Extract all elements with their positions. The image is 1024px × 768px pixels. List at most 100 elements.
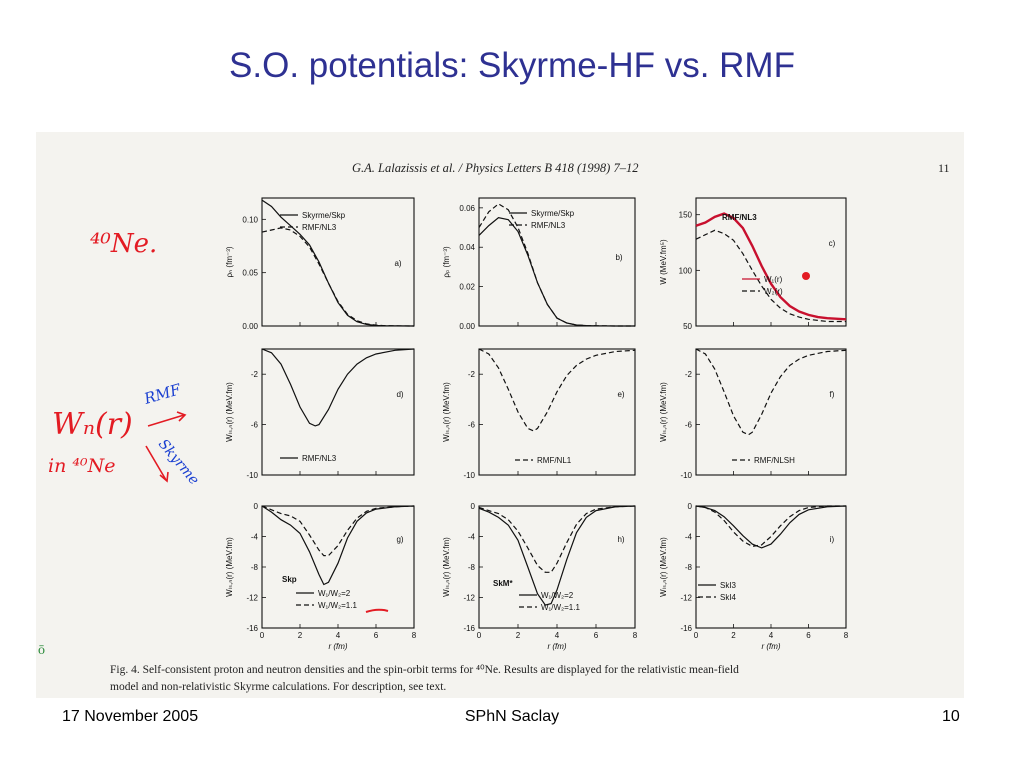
panel-a: 0.00 0.05 0.10 ρₙ (fm⁻³) a) Skyrme/Skp RMF/NL3 xyxy=(225,197,415,331)
panel-label: a) xyxy=(394,259,401,268)
legend-entry: W₁/W₂=2 xyxy=(318,589,351,598)
panel-label: f) xyxy=(830,390,835,399)
x-tick-label: 8 xyxy=(412,631,417,640)
y-tick-label: -10 xyxy=(680,471,692,480)
legend-entry: SkI4 xyxy=(720,593,737,602)
handwritten-nucleus: ⁴⁰Ne. xyxy=(90,229,157,259)
series-line xyxy=(695,505,846,548)
series-line xyxy=(261,227,415,327)
series-line xyxy=(695,229,846,323)
panel-e: -10 -6 -2 Wₗₛ,ₙ(r) (MeV.fm) e) RMF/NL1 xyxy=(442,348,636,480)
y-tick-label: 100 xyxy=(679,266,693,275)
series-line xyxy=(261,505,415,557)
panel-label: g) xyxy=(396,535,403,544)
legend-entry: Skyrme/Skp xyxy=(531,209,575,218)
x-tick-label: 8 xyxy=(844,631,849,640)
y-axis-label: Wₗₛ,ₙ(r) (MeV.fm) xyxy=(442,537,451,597)
y-tick-label: -4 xyxy=(251,533,259,542)
slide-title: S.O. potentials: Skyrme-HF vs. RMF xyxy=(229,46,795,85)
y-tick-label: 0.04 xyxy=(459,243,475,252)
series-line xyxy=(478,505,636,573)
y-tick-label: -8 xyxy=(685,563,693,572)
panel-f: -10 -6 -2 Wₗₛ,ₙ(r) (MeV.fm) f) RMF/NLSH xyxy=(659,348,847,480)
skyrme-arrow xyxy=(145,445,167,481)
x-tick-label: 6 xyxy=(594,631,599,640)
inset-title: SkM* xyxy=(493,579,513,588)
panel-c: 50 100 150 W (MeV.fm⁵) c) RMF/NL3 W₁(r) W₂(r) xyxy=(659,197,847,331)
legend-entry: W₁(r) xyxy=(764,275,783,284)
y-tick-label: -16 xyxy=(680,624,692,633)
handwritten-dot xyxy=(802,272,810,280)
x-tick-label: 0 xyxy=(694,631,699,640)
y-tick-label: -16 xyxy=(246,624,258,633)
scanned-figure: G.A. Lalazissis et al. / Physics Letters… xyxy=(36,132,964,698)
y-axis-label: Wₗₛ,ₙ(r) (MeV.fm) xyxy=(442,382,451,442)
panel-label: e) xyxy=(617,390,624,399)
figure-caption-line1: Fig. 4. Self-consistent proton and neutr… xyxy=(110,664,739,676)
y-axis-label: ρₚ (fm⁻³) xyxy=(442,246,451,278)
y-tick-label: 0 xyxy=(471,502,476,511)
x-tick-label: 8 xyxy=(633,631,638,640)
inset-title: RMF/NL3 xyxy=(722,213,757,222)
legend-entry: RMF/NL3 xyxy=(531,221,566,230)
y-tick-label: 0.05 xyxy=(242,269,258,278)
series-line xyxy=(478,203,635,327)
figure-panels: 0.00 0.05 0.10 ρₙ (fm⁻³) a) Skyrme/Skp RMF/NL3… xyxy=(225,197,849,651)
panel-frame xyxy=(695,197,847,327)
panel-label: c) xyxy=(829,239,836,248)
y-tick-label: -10 xyxy=(246,471,258,480)
x-tick-label: 0 xyxy=(260,631,265,640)
footer-page-number: 10 xyxy=(942,708,960,725)
panel-frame xyxy=(695,505,847,629)
panel-label: b) xyxy=(615,253,622,262)
panel-label: i) xyxy=(830,535,835,544)
y-tick-label: 50 xyxy=(683,322,692,331)
y-tick-label: -4 xyxy=(468,533,476,542)
panel-label: h) xyxy=(617,535,624,544)
panel-h: -16 -12 -8 -4 0 0 2 4 6 8 r (fm) Wₗₛ,ₙ(r) (MeV.fm) h… xyxy=(442,502,638,651)
legend-entry: RMF/NL3 xyxy=(302,454,337,463)
inset-title: Skp xyxy=(282,575,297,584)
y-tick-label: 0.02 xyxy=(459,283,475,292)
x-tick-label: 4 xyxy=(555,631,560,640)
x-tick-label: 2 xyxy=(516,631,521,640)
series-line xyxy=(261,348,415,427)
panel-frame xyxy=(261,348,415,476)
y-tick-label: 0.00 xyxy=(459,322,475,331)
x-axis-label: r (fm) xyxy=(547,642,566,651)
x-tick-label: 4 xyxy=(336,631,341,640)
handwritten-skyrme: Skyrme xyxy=(155,436,202,488)
series-line xyxy=(478,505,636,606)
figure-svg: G.A. Lalazissis et al. / Physics Letters… xyxy=(38,161,950,693)
legend-entry: W₁/W₂=1.1 xyxy=(541,603,580,612)
skyrme-arrow-head xyxy=(159,471,169,483)
rmf-arrow-head xyxy=(176,411,187,422)
panel-i: -16 -12 -8 -4 0 0 2 4 6 8 r (fm) Wₗₛ,ₙ(r) (MeV.fm) i… xyxy=(659,502,849,651)
paper-page-number: 11 xyxy=(938,161,950,175)
legend-entry: RMF/NL1 xyxy=(537,456,572,465)
handwritten-in-ne: in ⁴⁰Ne xyxy=(48,455,115,477)
y-tick-label: -12 xyxy=(680,594,692,603)
footer-venue: SPhN Saclay xyxy=(464,708,560,725)
series-line xyxy=(695,212,847,321)
legend-entry: W₂(r) xyxy=(764,287,783,296)
legend-entry: W₁/W₂=1.1 xyxy=(318,601,357,610)
y-tick-label: -2 xyxy=(685,370,693,379)
legend-entry: RMF/NL3 xyxy=(302,223,337,232)
legend-entry: W₁/W₂=2 xyxy=(541,591,574,600)
y-tick-label: -2 xyxy=(251,370,259,379)
paper-header: G.A. Lalazissis et al. / Physics Letters… xyxy=(352,161,638,175)
series-line xyxy=(695,505,847,549)
legend-entry: SkI3 xyxy=(720,581,737,590)
y-tick-label: 150 xyxy=(679,211,693,220)
y-tick-label: -12 xyxy=(463,594,475,603)
x-axis-label: r (fm) xyxy=(328,642,347,651)
series-line xyxy=(478,217,635,327)
y-axis-label: Wₗₛ,ₙ(r) (MeV.fm) xyxy=(225,382,234,442)
y-tick-label: -4 xyxy=(685,533,693,542)
series-line xyxy=(478,348,636,432)
y-tick-label: -6 xyxy=(468,421,476,430)
panel-d: -10 -6 -2 Wₗₛ,ₙ(r) (MeV.fm) d) RMF/NL3 xyxy=(225,348,415,480)
panel-b: 0.00 0.02 0.04 0.06 ρₚ (fm⁻³) b) Skyrme/Skp RMF… xyxy=(442,197,636,331)
y-tick-label: 0 xyxy=(254,502,259,511)
